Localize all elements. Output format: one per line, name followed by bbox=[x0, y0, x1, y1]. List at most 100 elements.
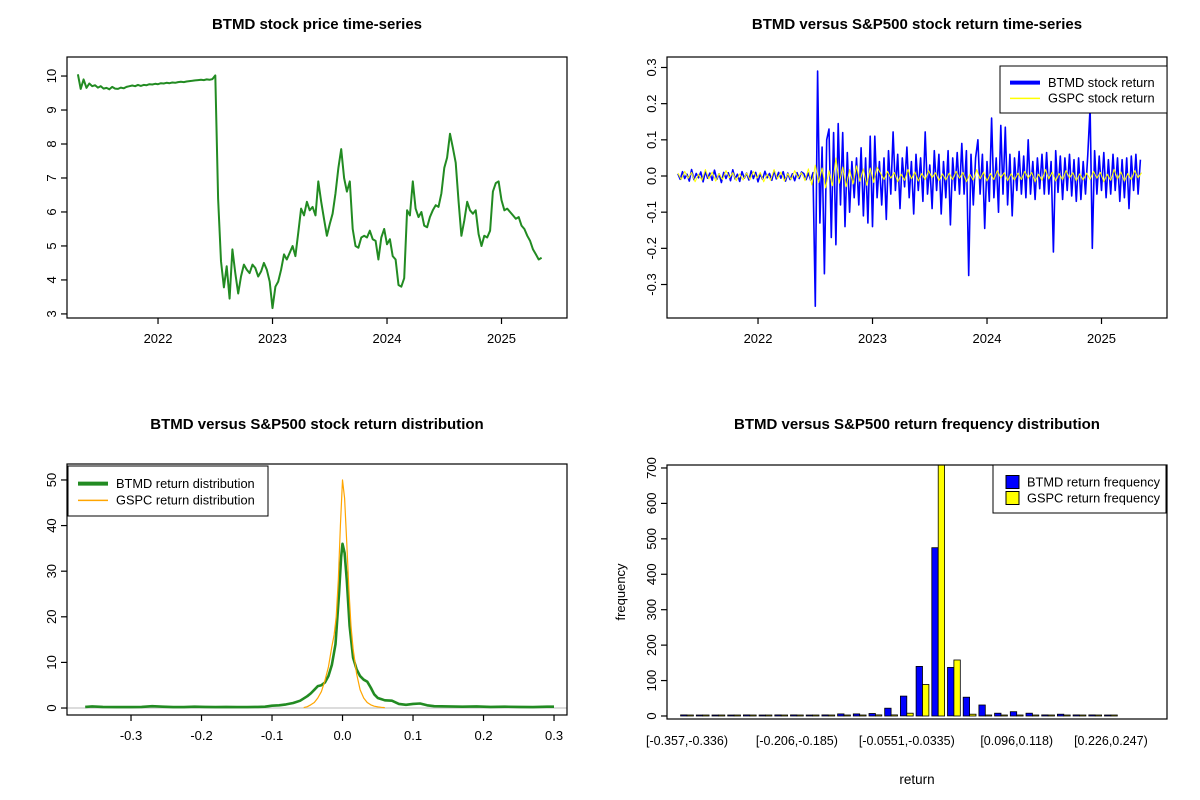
legend-label: BTMD stock return bbox=[1048, 75, 1155, 90]
bar bbox=[969, 713, 977, 717]
bar bbox=[680, 714, 688, 717]
bar bbox=[758, 714, 766, 717]
bar bbox=[874, 714, 883, 717]
y-tick-label: 300 bbox=[644, 599, 659, 621]
bar bbox=[868, 713, 876, 717]
y-tick-label: 3 bbox=[44, 310, 59, 317]
chart-title: BTMD versus S&P500 stock return distribu… bbox=[150, 416, 483, 433]
bar bbox=[702, 714, 710, 717]
bar bbox=[1056, 713, 1065, 717]
bar bbox=[937, 464, 946, 717]
x-tick-label: -0.3 bbox=[120, 728, 142, 743]
bar bbox=[780, 714, 788, 717]
legend-label: GSPC stock return bbox=[1048, 91, 1155, 106]
bar bbox=[1047, 714, 1055, 717]
bar bbox=[805, 714, 813, 717]
chart-title: BTMD versus S&P500 return frequency dist… bbox=[734, 416, 1100, 433]
bar bbox=[1009, 711, 1018, 717]
x-tick-label: 2022 bbox=[144, 331, 173, 346]
x-bin-label: [0.226,0.247) bbox=[1074, 734, 1148, 748]
bar bbox=[686, 714, 694, 717]
bar bbox=[931, 547, 939, 717]
y-tick-label: 7 bbox=[44, 174, 59, 181]
y-tick-label: 40 bbox=[44, 518, 59, 532]
bar bbox=[733, 714, 741, 717]
bar bbox=[915, 665, 923, 717]
x-tick-label: 2022 bbox=[744, 331, 773, 346]
panel-returns: 2022 2023 2024 2025 -0.3 -0.2 -0.1 0.0 0.1 0.2 0.3… bbox=[600, 0, 1200, 400]
bar bbox=[884, 707, 892, 717]
y-tick-label: 0.3 bbox=[644, 58, 659, 76]
bar bbox=[1094, 714, 1103, 717]
plot-box bbox=[666, 464, 1168, 720]
bar bbox=[890, 714, 898, 717]
y-tick-label: 200 bbox=[644, 634, 659, 656]
y-tick-label: 4 bbox=[44, 276, 59, 283]
x-tick-label: 2023 bbox=[858, 331, 887, 346]
bar bbox=[978, 704, 986, 717]
legend-box bbox=[992, 464, 1167, 514]
x-tick-label: 0.2 bbox=[474, 728, 492, 743]
returns-chart: 2022 2023 2024 2025 -0.3 -0.2 -0.1 0.0 0.1 0.2 0.3… bbox=[644, 16, 1168, 346]
series-line bbox=[303, 479, 385, 709]
legend-swatch-rect bbox=[1005, 491, 1020, 505]
bar bbox=[1016, 714, 1024, 717]
x-tick-label: 0.1 bbox=[404, 728, 422, 743]
plot-box bbox=[66, 463, 568, 716]
legend-swatch-rect bbox=[1005, 475, 1020, 489]
plot-box bbox=[66, 56, 568, 319]
bar bbox=[994, 712, 1002, 717]
x-bin-label: [-0.206,-0.185) bbox=[756, 734, 838, 748]
y-tick-label: 0.2 bbox=[644, 95, 659, 113]
bar bbox=[984, 714, 993, 717]
panel-price: 2022 2023 2024 2025 3 4 5 6 7 8 9 10 BTMD stock pric… bbox=[0, 0, 600, 400]
series-line bbox=[85, 542, 554, 709]
y-tick-label: 30 bbox=[44, 564, 59, 578]
x-tick-label: 2024 bbox=[373, 331, 402, 346]
bar bbox=[899, 695, 908, 717]
bar bbox=[790, 714, 798, 717]
legend-box bbox=[67, 465, 269, 517]
bar bbox=[962, 696, 971, 717]
chart-title: BTMD stock price time-series bbox=[212, 16, 422, 33]
x-bin-label: [-0.357,-0.336) bbox=[646, 734, 728, 748]
bar bbox=[953, 659, 961, 717]
y-tick-label: 400 bbox=[644, 563, 659, 585]
x-tick-label: -0.1 bbox=[261, 728, 283, 743]
y-tick-label: 100 bbox=[644, 670, 659, 692]
y-tick-label: 700 bbox=[644, 457, 659, 479]
y-tick-label: 20 bbox=[44, 610, 59, 624]
x-bin-label: [0.096,0.118) bbox=[980, 734, 1053, 748]
x-tick-label: 0.0 bbox=[333, 728, 351, 743]
histogram-chart: [-0.357,-0.336) [-0.206,-0.185) [-0.0551,-… bbox=[613, 416, 1168, 787]
bar bbox=[711, 714, 719, 717]
bar bbox=[1072, 714, 1080, 717]
y-tick-label: 5 bbox=[44, 242, 59, 249]
legend-box bbox=[999, 65, 1168, 114]
bar bbox=[1025, 712, 1033, 717]
bar bbox=[922, 684, 930, 717]
bar bbox=[1088, 714, 1096, 717]
bar bbox=[947, 666, 955, 717]
bar bbox=[852, 713, 861, 717]
y-tick-label: -0.2 bbox=[644, 237, 659, 259]
y-tick-label: 8 bbox=[44, 140, 59, 147]
x-tick-label: -0.2 bbox=[190, 728, 212, 743]
bar bbox=[906, 712, 914, 717]
legend-label: BTMD return frequency bbox=[1027, 475, 1161, 490]
bar bbox=[859, 714, 867, 717]
panel-histogram: [-0.357,-0.336) [-0.206,-0.185) [-0.0551,-… bbox=[600, 400, 1200, 800]
bar bbox=[1079, 714, 1087, 717]
plot-box bbox=[666, 56, 1168, 319]
bar bbox=[1041, 714, 1049, 717]
chart-title: BTMD versus S&P500 stock return time-ser… bbox=[752, 16, 1082, 33]
series-line bbox=[76, 74, 543, 310]
legend-label: GSPC return frequency bbox=[1027, 491, 1161, 506]
bar bbox=[837, 713, 845, 717]
bar bbox=[774, 714, 782, 717]
bar bbox=[1063, 714, 1071, 717]
x-bin-label: [-0.0551,-0.0335) bbox=[859, 734, 955, 748]
bar bbox=[749, 714, 757, 717]
y-tick-label: -0.1 bbox=[644, 201, 659, 223]
